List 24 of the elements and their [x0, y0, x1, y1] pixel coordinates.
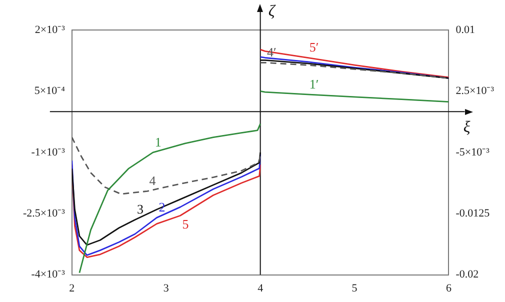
- y2-tick-label: -5×10⁻³: [456, 146, 490, 158]
- series-label: 3: [137, 202, 144, 217]
- x-tick-label: 2: [69, 282, 75, 294]
- series-label: 1: [154, 134, 162, 150]
- line-series: [72, 136, 262, 195]
- x-tick-label: 5: [352, 282, 358, 294]
- y-tick-label: 2×10⁻³: [34, 24, 66, 36]
- series-label: 5′: [309, 40, 319, 55]
- x-tick-label: 3: [163, 282, 170, 294]
- y2-tick-label: 0.01: [456, 24, 475, 36]
- series-label: 4: [149, 173, 156, 188]
- series-label: 1′: [309, 76, 319, 92]
- ref-line-label: ζ: [268, 3, 276, 20]
- ref-line-label: ξ: [463, 118, 470, 136]
- y2-tick-label: 2.5×10⁻³: [456, 85, 495, 98]
- y2-tick-label: -0.02: [456, 268, 479, 281]
- y-tick-label: -1×10⁻³: [31, 146, 66, 158]
- y-tick-label: -2.5×10⁻³: [22, 207, 66, 220]
- series-label: 5: [182, 216, 189, 232]
- y-tick-label: -4×10⁻³: [31, 268, 66, 281]
- x-tick-label: 6: [446, 282, 452, 294]
- y2-tick-label: -0.0125: [456, 207, 490, 220]
- x-tick-label: 4: [258, 282, 264, 294]
- y-tick-label: 5×10⁻⁴: [34, 85, 66, 98]
